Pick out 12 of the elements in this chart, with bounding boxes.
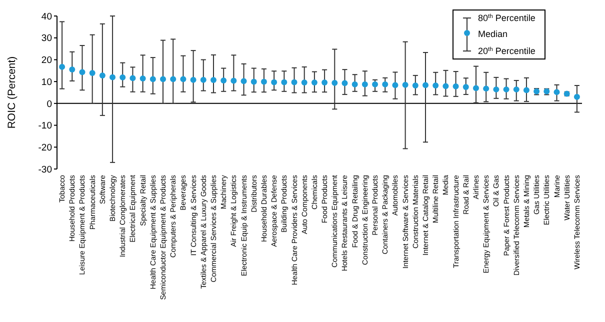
y-tick-label: -30 xyxy=(38,164,52,176)
annotation: 80$^{th}$ Percentile xyxy=(478,13,536,23)
y-tick-label: -20 xyxy=(38,142,52,154)
y-tick-label: -10 xyxy=(38,120,52,132)
y-tick-label: 10 xyxy=(41,76,52,88)
y-tick-label: 40 xyxy=(41,11,52,22)
legend-label: Median xyxy=(478,29,508,39)
annotation: 20$^{th}$ Percentile xyxy=(478,46,536,56)
y-tick-label: 20 xyxy=(41,55,52,66)
y-tick-label: 30 xyxy=(41,33,52,44)
y-axis-title: ROIC (Percent) xyxy=(6,56,18,129)
y-tick-label: 0 xyxy=(46,98,52,110)
